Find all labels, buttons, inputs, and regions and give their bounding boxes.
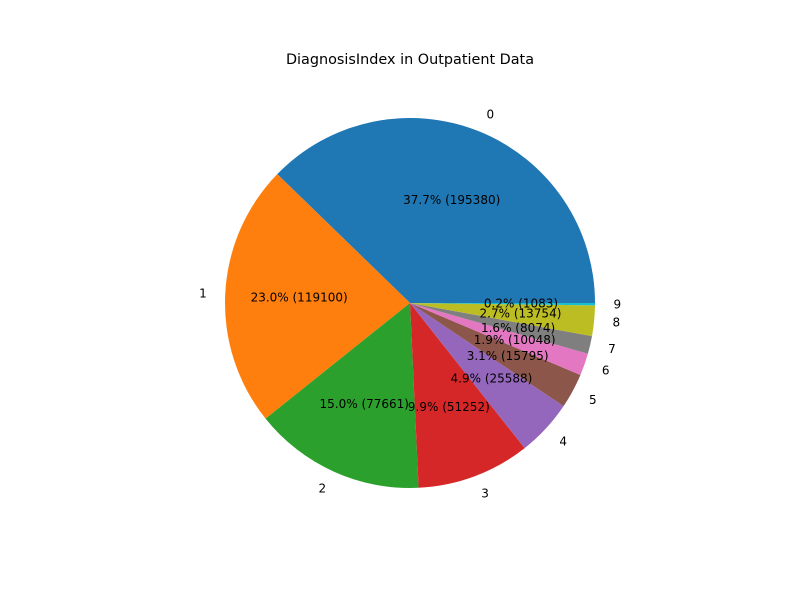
- value-label-0: 37.7% (195380): [403, 193, 500, 207]
- category-label-1: 1: [199, 286, 207, 300]
- pie-slice-3: [410, 303, 525, 488]
- pie-slice-0: [277, 117, 595, 303]
- pie-slice-5: [410, 303, 581, 407]
- category-label-9: 9: [613, 297, 621, 311]
- pie-slice-2: [265, 303, 419, 488]
- pie-slice-8: [410, 303, 595, 337]
- pie-slice-1: [224, 174, 410, 419]
- pie-slice-9: [410, 303, 595, 306]
- category-label-7: 7: [608, 342, 616, 356]
- value-label-1: 23.0% (119100): [251, 291, 348, 305]
- value-labels: 37.7% (195380) 23.0% (119100) 15.0% (77661…: [251, 193, 562, 414]
- category-label-8: 8: [613, 316, 621, 330]
- pie-slice-4: [410, 303, 564, 449]
- value-label-6: 1.9% (10048): [474, 333, 556, 347]
- category-labels: 0 1 2 3 4 5 6 7 8 9: [199, 107, 621, 500]
- pie-slice-6: [410, 303, 588, 376]
- pie-slice-7: [410, 303, 593, 354]
- value-label-9: 0.2% (1083): [484, 297, 558, 311]
- category-label-0: 0: [486, 107, 494, 121]
- value-label-2: 15.0% (77661): [320, 397, 409, 411]
- category-label-6: 6: [602, 364, 610, 378]
- value-label-3: 9.9% (51252): [408, 400, 490, 414]
- value-label-7: 1.6% (8074): [481, 321, 555, 335]
- value-label-4: 4.9% (25588): [451, 371, 533, 385]
- category-label-5: 5: [589, 393, 597, 407]
- value-label-8: 2.7% (13754): [480, 307, 562, 321]
- category-label-3: 3: [481, 487, 489, 501]
- category-label-2: 2: [319, 481, 327, 495]
- value-label-5: 3.1% (15795): [467, 349, 549, 363]
- chart-title: DiagnosisIndex in Outpatient Data: [286, 52, 534, 68]
- pie-slices: [224, 117, 595, 488]
- category-label-4: 4: [559, 434, 567, 448]
